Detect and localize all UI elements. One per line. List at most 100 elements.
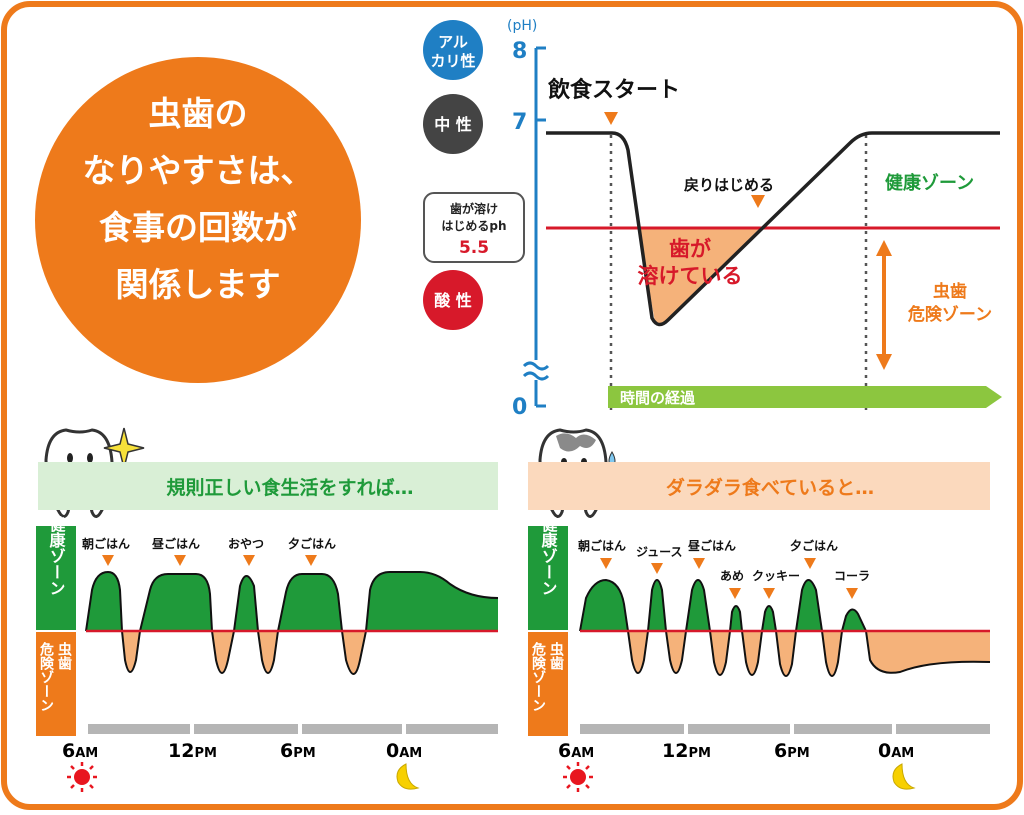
moon-icon-left <box>396 763 420 790</box>
right-meal-label-7: コーラ <box>834 569 870 583</box>
left-danger-zone-text-2: 危険ゾーン <box>38 641 55 712</box>
left-tick-2-suffix: PM <box>194 746 217 761</box>
sun-icon-left <box>67 762 97 792</box>
start-label: 飲食スタート <box>547 77 680 103</box>
sun-icon-right <box>563 762 593 792</box>
recover-marker <box>751 195 765 208</box>
ph-value-8: 8 <box>512 39 527 64</box>
right-meal-marker-1 <box>600 558 612 569</box>
title-circle-bg <box>35 57 361 383</box>
neutral-badge-label: 中 性 <box>434 115 472 134</box>
panel-left: 規則正しい食生活をすれば… 健康ゾーン 虫歯 危険ゾーン 朝ごはん 昼ごはん お… <box>36 427 499 736</box>
danger-zone-label-line-1: 虫歯 <box>933 281 967 302</box>
right-meal-marker-4 <box>729 588 741 599</box>
right-danger-zone-text-2: 危険ゾーン <box>530 641 547 712</box>
left-heading-band <box>38 462 498 510</box>
threshold-value: 5.5 <box>459 238 489 258</box>
title-line-1: 虫歯の <box>149 94 248 133</box>
danger-zone-label-line-2: 危険ゾーン <box>907 304 992 325</box>
threshold-box <box>423 192 525 263</box>
right-meal-label-6: 夕ごはん <box>790 538 838 553</box>
neutral-badge <box>423 94 483 154</box>
left-tick-1-num: 6 <box>62 740 76 762</box>
right-tick-4-num: 0 <box>878 740 892 762</box>
left-meal-marker-2 <box>174 555 186 566</box>
dissolving-area <box>638 228 760 324</box>
right-meal-label-2: ジュース <box>636 545 683 559</box>
axis-break-mark <box>522 361 550 381</box>
alkaline-badge-line-2: カリ性 <box>430 52 475 70</box>
ph-unit-label: (pH) <box>507 18 537 34</box>
title-line-2: なりやすさは、 <box>83 151 314 190</box>
right-tick-3: 6PM <box>774 740 810 762</box>
acidic-badge <box>423 270 483 330</box>
right-timeline <box>580 724 990 734</box>
right-meal-label-4: あめ <box>720 569 744 583</box>
dissolving-label-line-1: 歯が <box>669 237 711 261</box>
right-danger-zone-bar <box>528 632 568 736</box>
right-heading: ダラダラ食べていると… <box>666 476 874 499</box>
left-healthy-wave <box>86 572 498 674</box>
left-danger-zone-bar <box>36 632 76 736</box>
time-arrow <box>608 386 1002 408</box>
title-line-4: 関係します <box>116 265 281 304</box>
left-heading: 規則正しい食生活をすれば… <box>166 476 413 499</box>
right-tick-3-suffix: PM <box>787 746 810 761</box>
left-meal-marker-3 <box>243 555 255 566</box>
right-meal-marker-2 <box>651 563 663 574</box>
recover-label: 戻りはじめる <box>683 176 774 194</box>
right-wave-outline <box>579 578 991 677</box>
panel-right: ダラダラ食べていると… 健康ゾーン 虫歯 危険ゾーン 朝ごはん ジュース 昼ごは… <box>528 428 991 736</box>
left-tick-1-suffix: AM <box>75 746 99 761</box>
alkaline-badge-line-1: アル <box>438 33 468 51</box>
right-danger-zone-text-1: 虫歯 <box>548 641 564 671</box>
right-danger-wave <box>628 631 990 676</box>
threshold-box-line-1: 歯が溶け <box>450 201 498 216</box>
acidic-badge-label: 酸 性 <box>434 291 472 310</box>
start-marker <box>604 112 618 125</box>
right-tick-1-suffix: AM <box>571 746 595 761</box>
right-meal-label-5: クッキー <box>752 569 800 583</box>
left-wave-outline <box>85 570 499 675</box>
right-tick-2-num: 12 <box>662 740 689 762</box>
danger-zone-arrow-head-down <box>876 354 892 370</box>
left-tick-3: 6PM <box>280 740 316 762</box>
danger-zone-arrow-head-up <box>876 240 892 256</box>
left-meal-label-2: 昼ごはん <box>151 536 200 551</box>
moon-icon-right <box>892 763 916 790</box>
right-tick-4: 0AM <box>878 740 914 762</box>
left-tick-2-num: 12 <box>168 740 195 762</box>
right-tick-2: 12PM <box>662 740 711 762</box>
left-tick-4-num: 0 <box>386 740 400 762</box>
right-healthy-zone-text: 健康ゾーン <box>539 515 558 596</box>
left-meal-label-3: おやつ <box>228 537 264 551</box>
right-tick-2-suffix: PM <box>688 746 711 761</box>
right-meal-label-1: 朝ごはん <box>578 538 626 553</box>
right-healthy-zone-bar <box>528 526 568 630</box>
left-tick-2: 12PM <box>168 740 217 762</box>
left-meal-label-1: 朝ごはん <box>82 536 130 551</box>
right-meal-label-3: 昼ごはん <box>687 538 736 553</box>
title-line-3: 食事の回数が <box>99 208 297 247</box>
time-arrow-label: 時間の経過 <box>620 389 696 407</box>
ph-curve <box>546 131 1000 327</box>
right-meal-marker-6 <box>804 558 816 569</box>
title-circle: 虫歯の なりやすさは、 食事の回数が 関係します <box>35 57 361 383</box>
left-meal-marker-1 <box>102 555 114 566</box>
right-tick-4-suffix: AM <box>891 746 915 761</box>
alkaline-badge <box>423 20 483 80</box>
right-tick-1: 6AM <box>558 740 594 762</box>
right-meal-marker-3 <box>693 558 705 569</box>
ph-value-7: 7 <box>512 110 527 135</box>
left-tick-4: 0AM <box>386 740 422 762</box>
right-meal-marker-5 <box>763 588 775 599</box>
ph-chart: (pH) 8 7 0 アル カリ性 中 性 歯が溶け はじめるph 5.5 酸 … <box>423 18 1002 420</box>
left-healthy-zone-text: 健康ゾーン <box>47 515 66 596</box>
left-timeline <box>88 724 498 734</box>
right-tick-1-num: 6 <box>558 740 572 762</box>
left-tick-3-suffix: PM <box>293 746 316 761</box>
left-tick-1: 6AM <box>62 740 98 762</box>
right-heading-band <box>528 462 990 510</box>
